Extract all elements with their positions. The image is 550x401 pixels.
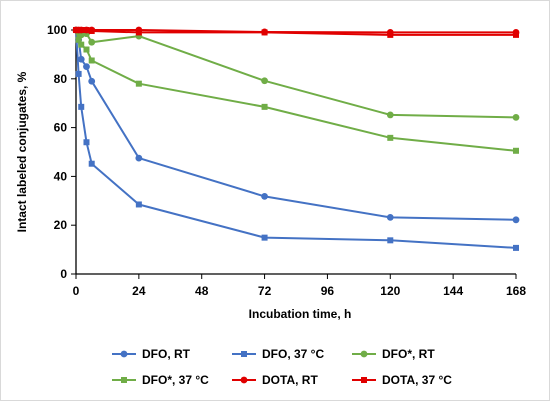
series-layer xyxy=(72,26,520,251)
series-line xyxy=(75,29,517,249)
series-dfo-37-c xyxy=(73,27,519,154)
data-point xyxy=(83,46,90,53)
data-point xyxy=(78,103,85,110)
data-point xyxy=(135,154,143,162)
data-point xyxy=(261,193,268,200)
legend-item: DOTA, RT xyxy=(232,373,318,387)
legend-label: DOTA, 37 °C xyxy=(382,373,452,387)
data-point xyxy=(386,111,394,119)
y-tick-label: 20 xyxy=(54,218,68,232)
data-point xyxy=(77,55,85,63)
x-tick-label: 24 xyxy=(132,284,146,298)
x-tick-label: 168 xyxy=(506,284,526,298)
legend-label: DFO, 37 °C xyxy=(262,347,324,361)
data-point xyxy=(386,213,394,221)
legend-label: DFO*, 37 °C xyxy=(142,373,209,387)
series-line xyxy=(75,29,517,152)
series-dfo-rt xyxy=(72,26,520,224)
data-point xyxy=(88,27,95,34)
y-tick-label: 80 xyxy=(54,72,68,86)
data-point xyxy=(513,244,519,251)
legend-label: DFO*, RT xyxy=(382,347,435,361)
legend-marker xyxy=(361,377,367,383)
x-axis-title: Incubation time, h xyxy=(249,307,352,321)
data-point xyxy=(513,31,519,38)
data-point xyxy=(135,201,142,208)
legend-marker xyxy=(240,376,248,384)
data-point xyxy=(135,80,142,87)
y-tick-label: 40 xyxy=(54,169,68,183)
legend: DFO, RT DFO, 37 °C DFO*, RT DFO*, 37 °C DOTA… xyxy=(112,347,452,387)
axes: 0 20 40 60 80 100 0 24 48 72 96 120 144 168 xyxy=(47,23,526,298)
data-point xyxy=(387,134,394,141)
data-point xyxy=(512,216,520,224)
x-tick-label: 48 xyxy=(195,284,209,298)
data-point xyxy=(88,57,95,64)
data-point xyxy=(75,70,82,77)
data-point xyxy=(83,63,90,70)
y-tick-label: 100 xyxy=(47,23,67,37)
data-point xyxy=(75,36,82,43)
data-point xyxy=(88,38,96,46)
data-point xyxy=(88,77,96,85)
y-tick-label: 60 xyxy=(54,121,68,135)
data-point xyxy=(261,29,268,36)
x-tick-label: 120 xyxy=(380,284,400,298)
data-point xyxy=(261,103,268,110)
data-point xyxy=(387,31,394,38)
legend-item: DFO*, 37 °C xyxy=(112,373,209,387)
series-line xyxy=(75,29,517,119)
data-point xyxy=(83,27,90,33)
data-point xyxy=(261,77,268,85)
series-line xyxy=(75,29,517,221)
data-point xyxy=(387,237,394,244)
legend-label: DOTA, RT xyxy=(262,373,318,387)
data-point xyxy=(261,234,268,241)
legend-item: DFO, 37 °C xyxy=(232,347,324,361)
series-dfo-37-c xyxy=(73,27,519,251)
legend-marker xyxy=(360,350,368,358)
legend-marker xyxy=(120,350,128,358)
series-dota-37-c xyxy=(73,27,519,38)
legend-item: DFO*, RT xyxy=(352,347,435,361)
x-tick-label: 72 xyxy=(258,284,272,298)
legend-item: DOTA, 37 °C xyxy=(352,373,452,387)
data-point xyxy=(513,147,519,154)
legend-label: DFO, RT xyxy=(142,347,191,361)
data-point xyxy=(512,113,520,121)
legend-marker xyxy=(241,351,247,357)
data-point xyxy=(78,27,85,33)
x-tick-label: 0 xyxy=(73,284,80,298)
x-tick-label: 144 xyxy=(443,284,463,298)
legend-item: DFO, RT xyxy=(112,347,191,361)
data-point xyxy=(88,160,95,167)
data-point xyxy=(78,41,85,48)
y-axis-title: Intact labeled conjugates, % xyxy=(15,71,29,232)
data-point xyxy=(135,29,142,36)
x-tick-label: 96 xyxy=(321,284,335,298)
data-point xyxy=(83,139,90,146)
series-dfo-rt xyxy=(72,26,520,121)
legend-marker xyxy=(121,377,127,383)
y-tick-label: 0 xyxy=(60,267,67,281)
